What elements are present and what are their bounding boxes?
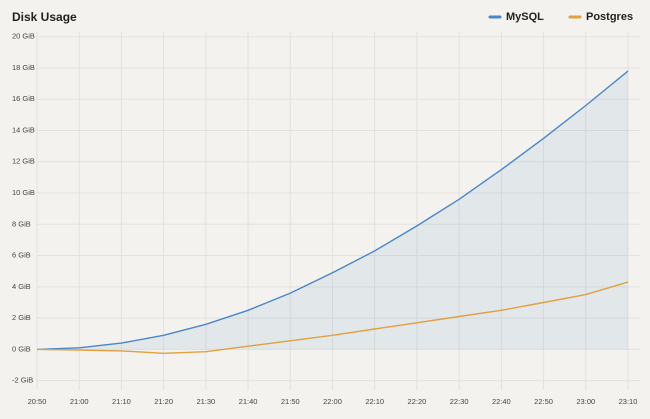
y-tick-label: 2 GiB [12,313,31,322]
legend-label: Postgres [586,11,633,23]
y-tick-label: 4 GiB [12,282,31,291]
x-tick-label: 20:50 [28,397,47,406]
x-tick-label: 21:20 [154,397,173,406]
x-tick-label: 22:10 [365,397,384,406]
x-tick-label: 21:40 [239,397,258,406]
x-tick-label: 21:00 [70,397,89,406]
x-tick-label: 22:50 [534,397,553,406]
x-tick-label: 22:20 [408,397,427,406]
x-tick-label: 21:10 [112,397,131,406]
y-tick-label: 0 GiB [12,344,31,353]
y-tick-label: 18 GiB [12,63,35,72]
line [36,281,629,355]
y-tick-label: 20 GiB [12,32,35,41]
y-tick-label: 14 GiB [12,125,35,134]
x-tick-label: 22:40 [492,397,511,406]
y-tick-label: 12 GiB [12,157,35,166]
x-tick-label: 22:30 [450,397,469,406]
x-tick-label: 21:30 [196,397,215,406]
line [36,70,629,351]
x-tick-label: 22:00 [323,397,342,406]
y-tick-label: -2 GiB [12,376,33,385]
area [37,71,628,350]
x-tick-label: 23:00 [576,397,595,406]
y-tick-label: 6 GiB [12,251,31,260]
x-tick-label: 23:10 [619,397,638,406]
chart-title: Disk Usage [12,10,77,24]
y-tick-label: 16 GiB [12,94,35,103]
y-tick-label: 10 GiB [12,188,35,197]
legend-label: MySQL [506,11,544,23]
x-tick-label: 21:50 [281,397,300,406]
y-tick-label: 8 GiB [12,219,31,228]
